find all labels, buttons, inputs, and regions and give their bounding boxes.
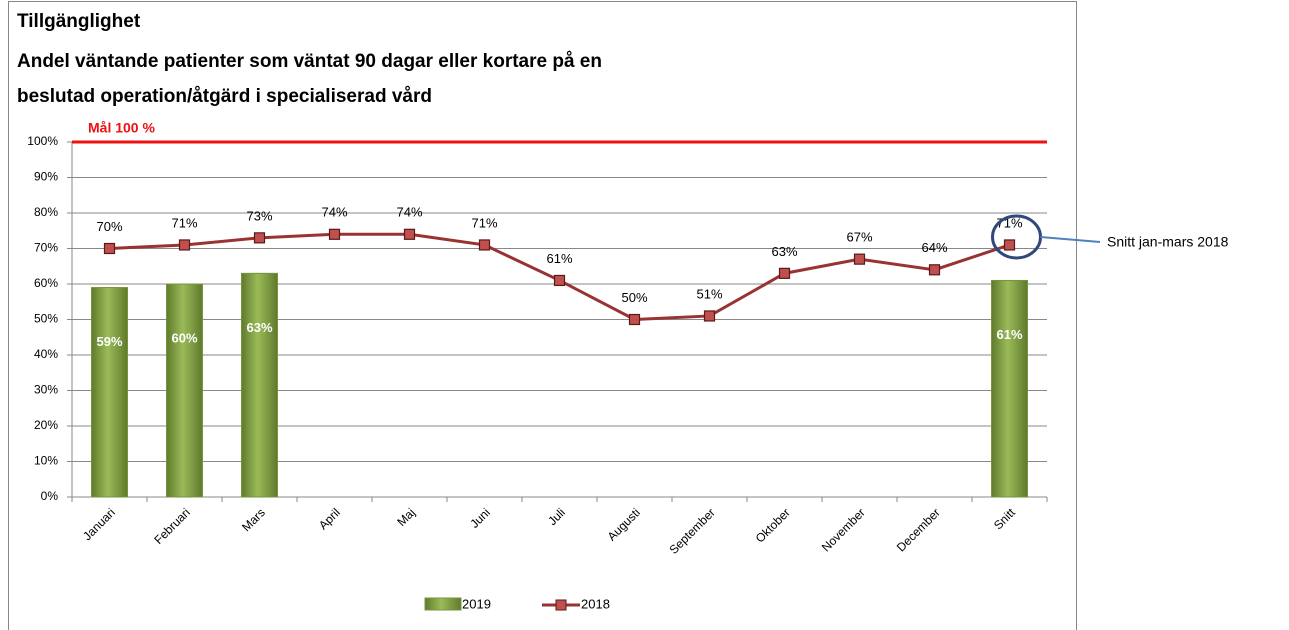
line-value-label: 74% — [396, 205, 422, 220]
y-tick-label: 90% — [34, 170, 58, 184]
line-value-label: 64% — [921, 240, 947, 255]
line-value-label: 73% — [246, 208, 272, 223]
line-marker — [928, 264, 941, 276]
legend-marker — [555, 599, 567, 611]
line-marker — [253, 232, 266, 244]
y-tick-label: 40% — [34, 347, 58, 361]
bar-value-label: 59% — [96, 334, 122, 349]
bar-value-label: 60% — [171, 330, 197, 345]
line-marker — [1003, 239, 1016, 251]
line-marker — [328, 228, 341, 240]
line-marker — [403, 228, 416, 240]
line-value-label: 51% — [696, 286, 722, 301]
line-marker — [553, 274, 566, 287]
y-tick-label: 20% — [34, 418, 58, 432]
line-value-label: 61% — [546, 251, 572, 266]
chart-subtitle: Andel väntande patienter som väntat 90 d… — [17, 51, 602, 72]
line-marker — [703, 310, 716, 322]
y-tick-label: 100% — [27, 134, 58, 148]
y-tick-label: 10% — [34, 454, 58, 468]
legend-label: 2019 — [462, 596, 491, 611]
line-marker — [853, 253, 866, 265]
legend-swatch — [424, 597, 462, 611]
chart-title: Tillgänglighet — [17, 11, 141, 32]
y-tick-label: 70% — [34, 241, 58, 255]
goal-label: Mål 100 % — [88, 120, 155, 136]
line-marker — [778, 267, 791, 279]
legend-label: 2018 — [581, 596, 610, 611]
y-tick-label: 30% — [34, 383, 58, 397]
y-tick-label: 60% — [34, 276, 58, 290]
line-marker — [628, 313, 641, 326]
line-marker — [478, 239, 491, 251]
line-value-label: 70% — [96, 219, 122, 234]
bar-value-label: 63% — [246, 320, 272, 335]
annotation-text: Snitt jan-mars 2018 — [1107, 234, 1229, 250]
y-tick-label: 0% — [41, 489, 59, 503]
chart-subtitle: beslutad operation/åtgärd i specialisera… — [17, 86, 432, 107]
bar — [91, 287, 128, 498]
line-value-label: 74% — [321, 205, 347, 220]
y-tick-label: 80% — [34, 205, 58, 219]
line-value-label: 71% — [171, 215, 197, 230]
annotation-connector — [1040, 235, 1101, 243]
line-value-label: 50% — [621, 290, 647, 305]
bar-value-label: 61% — [996, 327, 1022, 342]
line-value-label: 71% — [471, 215, 497, 230]
line-value-label: 67% — [846, 230, 872, 245]
line-marker — [178, 239, 191, 251]
bar — [241, 272, 278, 498]
y-tick-label: 50% — [34, 312, 58, 326]
bar — [991, 279, 1028, 498]
line-value-label: 63% — [771, 244, 797, 259]
line-marker — [103, 242, 116, 255]
bar — [166, 283, 203, 498]
